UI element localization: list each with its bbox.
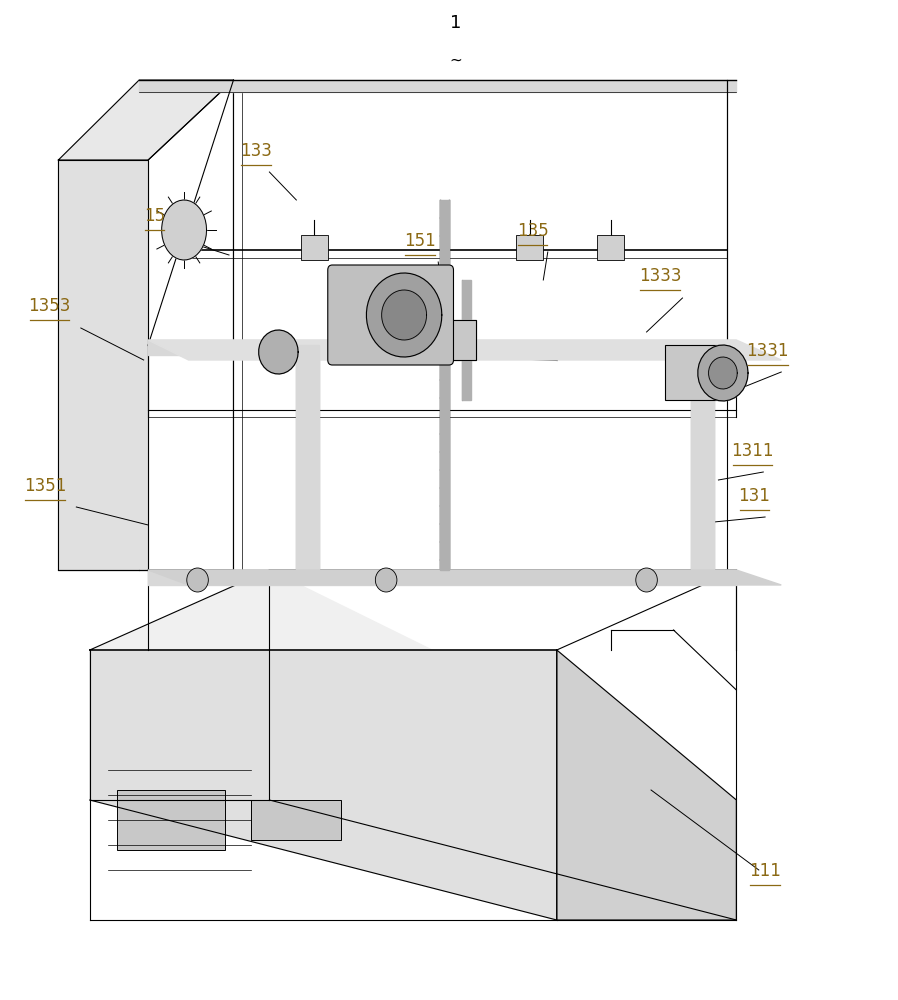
Text: 133: 133 bbox=[240, 142, 272, 160]
Polygon shape bbox=[139, 80, 736, 92]
Text: 151: 151 bbox=[404, 232, 436, 250]
Polygon shape bbox=[148, 570, 781, 585]
Polygon shape bbox=[557, 650, 736, 920]
Polygon shape bbox=[90, 570, 736, 800]
Bar bbox=[117, 790, 224, 850]
Circle shape bbox=[636, 568, 657, 592]
Text: 131: 131 bbox=[738, 487, 770, 505]
Polygon shape bbox=[148, 340, 736, 355]
FancyBboxPatch shape bbox=[328, 265, 453, 365]
Bar bbox=[251, 800, 341, 840]
Polygon shape bbox=[58, 80, 233, 160]
Polygon shape bbox=[90, 650, 557, 920]
Bar bbox=[301, 235, 328, 260]
Polygon shape bbox=[58, 160, 148, 570]
Polygon shape bbox=[296, 345, 319, 570]
Text: ~: ~ bbox=[450, 53, 462, 68]
Polygon shape bbox=[259, 330, 298, 374]
Polygon shape bbox=[698, 345, 748, 401]
Text: 1353: 1353 bbox=[28, 297, 71, 315]
Circle shape bbox=[187, 568, 208, 592]
Polygon shape bbox=[691, 345, 714, 570]
Bar bbox=[597, 235, 624, 260]
Circle shape bbox=[375, 568, 397, 592]
Text: 1351: 1351 bbox=[23, 477, 66, 495]
Polygon shape bbox=[341, 320, 476, 360]
Text: 1311: 1311 bbox=[731, 442, 774, 460]
Polygon shape bbox=[148, 570, 736, 585]
Bar bbox=[516, 235, 543, 260]
Polygon shape bbox=[709, 357, 737, 389]
Text: 15: 15 bbox=[144, 207, 165, 225]
Bar bbox=[665, 345, 723, 400]
Text: 1: 1 bbox=[451, 14, 462, 32]
Polygon shape bbox=[462, 280, 471, 400]
Polygon shape bbox=[440, 200, 449, 570]
Polygon shape bbox=[382, 290, 427, 340]
Text: 1333: 1333 bbox=[638, 267, 682, 285]
Text: 1331: 1331 bbox=[746, 342, 789, 360]
Polygon shape bbox=[162, 200, 207, 260]
Polygon shape bbox=[366, 273, 442, 357]
Text: 111: 111 bbox=[749, 862, 781, 880]
Text: 135: 135 bbox=[516, 222, 549, 240]
Polygon shape bbox=[148, 340, 781, 360]
